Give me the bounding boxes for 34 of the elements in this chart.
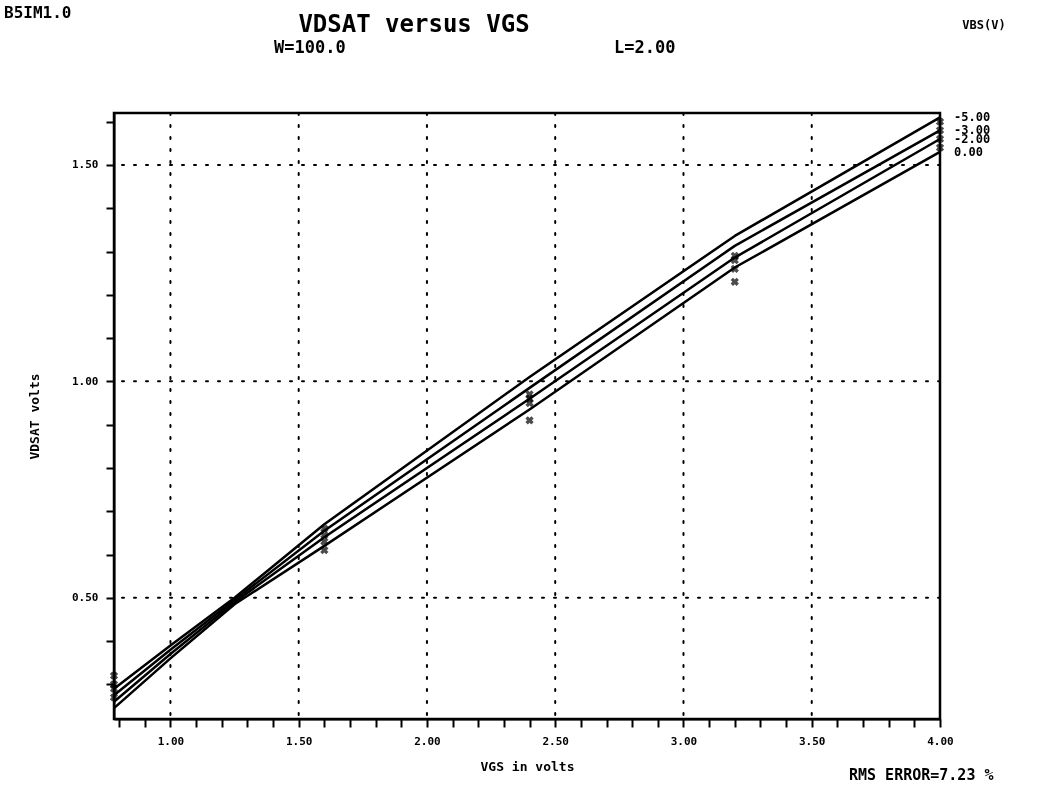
y-tick-label: 1.50 xyxy=(72,158,99,172)
point xyxy=(935,117,945,126)
x-tick-label: 4.00 xyxy=(927,734,954,748)
chart-title: VDSAT versus VGS xyxy=(298,10,530,38)
x-axis-title: VGS in volts xyxy=(480,758,575,774)
y-tick-label: 1.00 xyxy=(72,374,99,388)
point xyxy=(109,671,119,680)
x-tick-label: 2.00 xyxy=(414,734,441,748)
point xyxy=(935,126,945,135)
point xyxy=(109,693,119,702)
point xyxy=(935,134,945,144)
point xyxy=(525,416,534,425)
point xyxy=(730,277,739,286)
x-tick-label: 2.50 xyxy=(542,734,569,748)
series-label: 0.00 xyxy=(954,144,983,159)
text: RMS ERROR=7.23 % xyxy=(849,766,994,784)
x-tick-label: 1.50 xyxy=(285,734,313,748)
point xyxy=(730,256,739,265)
x-tick-label: 3.50 xyxy=(798,734,826,748)
point xyxy=(320,524,329,533)
point xyxy=(320,537,329,546)
series-label: -5.00 xyxy=(954,110,991,125)
point xyxy=(730,264,739,273)
text: B5IM1.0 xyxy=(4,3,72,22)
point xyxy=(109,684,119,693)
text: L=2.00 xyxy=(614,37,676,57)
x-tick-label: 1.00 xyxy=(157,734,185,748)
y-axis-title: VDSAT volts xyxy=(27,373,43,460)
y-tick-label: 0.50 xyxy=(72,591,99,605)
legend-title: VBS(V) xyxy=(962,18,1006,32)
point xyxy=(935,143,945,152)
text: W=100.0 xyxy=(274,37,346,57)
point xyxy=(320,546,329,555)
x-tick-label: 3.00 xyxy=(670,734,698,748)
